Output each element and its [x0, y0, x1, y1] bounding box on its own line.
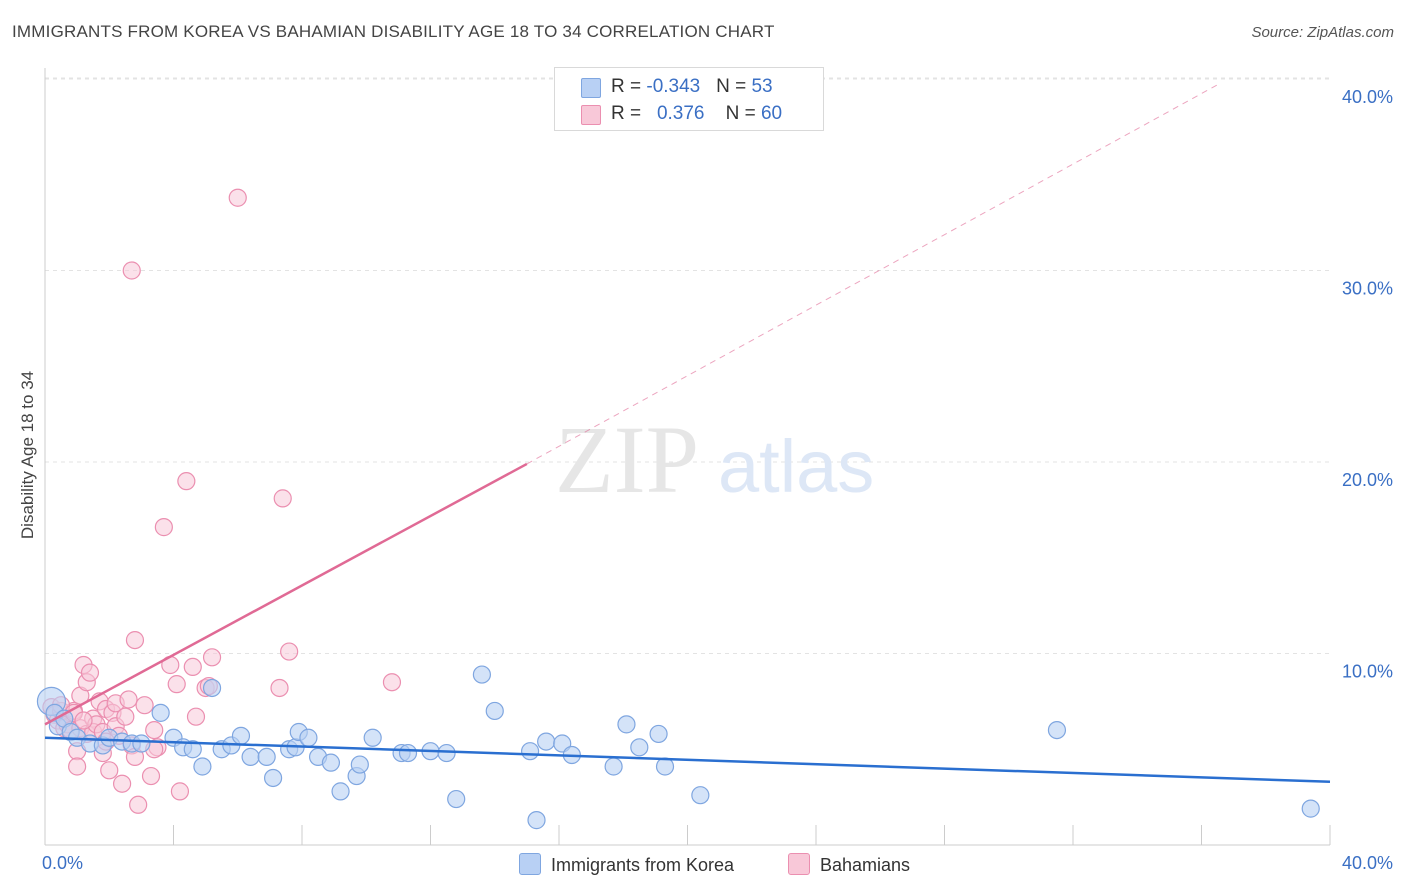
korea-point-29: [321, 753, 341, 772]
bahamas-point-47: [186, 707, 206, 726]
korea-point-22: [257, 747, 276, 767]
bahamas-point-52: [270, 678, 289, 698]
chart-title: IMMIGRANTS FROM KOREA VS BAHAMIAN DISABI…: [12, 22, 775, 41]
bahamas-point-9: [68, 757, 87, 776]
korea-point-38: [447, 789, 466, 809]
bahamas-point-55: [382, 673, 402, 692]
korea-point-41: [520, 742, 540, 761]
watermark: ZIP atlas: [555, 406, 874, 513]
bahamas-point-32: [125, 630, 145, 650]
korea-point-30: [331, 782, 350, 801]
korea-point-40: [485, 701, 504, 721]
bahamas-points: [42, 188, 402, 814]
korea-r-label: R =: [611, 76, 647, 97]
tick-labels: 10.0% 20.0% 30.0% 40.0% 0.0% 40.0%: [42, 87, 1393, 873]
bahamas-trend-line: [44, 462, 528, 726]
bahamas-legend-swatch: [788, 853, 810, 875]
korea-point-33: [363, 728, 382, 747]
korea-swatch: [581, 78, 601, 98]
bahamas-point-51: [228, 188, 247, 207]
korea-point-39: [472, 665, 491, 684]
bahamas-point-41: [154, 518, 173, 537]
bahamas-point-23: [100, 761, 119, 780]
korea-point-43: [537, 732, 556, 751]
korea-point-27: [299, 728, 318, 747]
korea-point-49: [649, 724, 668, 744]
y-tick-label-10: 10.0%: [1342, 662, 1393, 682]
bahamas-point-35: [135, 696, 154, 715]
bahamas-point-28: [112, 774, 132, 793]
x-tick-label-max: 40.0%: [1342, 853, 1393, 873]
korea-point-35: [398, 743, 418, 763]
axes: [44, 68, 1331, 846]
source-label: Source: ZipAtlas.com: [1251, 24, 1394, 41]
korea-point-53: [1301, 799, 1320, 818]
x-tick-label-min: 0.0%: [42, 853, 83, 873]
trend-lines: [44, 84, 1331, 784]
bahamas-point-54: [280, 642, 299, 661]
watermark-zip: ZIP: [555, 406, 699, 513]
bahamas-point-59: [74, 711, 93, 730]
bahamas-point-46: [183, 657, 202, 677]
bahamas-legend-label: Bahamians: [820, 855, 911, 875]
korea-point-11: [132, 734, 151, 753]
korea-point-17: [202, 678, 222, 698]
legend-item-korea[interactable]: Immigrants from Korea: [519, 853, 734, 876]
korea-point-51: [691, 786, 710, 805]
korea-point-16: [193, 757, 212, 776]
korea-point-50: [655, 757, 675, 776]
bahamas-point-39: [122, 261, 141, 280]
korea-point-21: [241, 747, 260, 767]
korea-legend-label: Immigrants from Korea: [551, 855, 735, 875]
stats-legend: R = -0.343 N = 53 R = 0.376 N = 60: [554, 67, 824, 131]
korea-point-46: [604, 757, 623, 776]
bahamas-point-34: [129, 795, 148, 814]
bahamas-n-value: 60: [760, 103, 783, 124]
bahamas-swatch: [581, 105, 601, 125]
korea-trend-line: [44, 736, 1331, 784]
korea-point-23: [263, 768, 283, 788]
korea-point-37: [437, 743, 456, 763]
bahamas-point-53: [273, 489, 292, 508]
bahamas-point-45: [177, 472, 196, 491]
bahamas-n-label: N =: [725, 103, 761, 124]
bahamas-point-50: [202, 648, 222, 667]
bahamas-r-value: 0.376: [656, 103, 705, 124]
korea-points: [36, 665, 1320, 830]
korea-n-value: 53: [751, 76, 773, 97]
korea-point-15: [183, 740, 202, 759]
y-tick-label-40: 40.0%: [1342, 87, 1393, 107]
grid-lines: [45, 77, 1330, 654]
bahamas-point-29: [116, 707, 135, 726]
bahamas-point-43: [167, 675, 186, 694]
korea-point-12: [151, 703, 170, 722]
bahamas-point-44: [170, 782, 190, 801]
bahamas-r-label: R =: [611, 103, 647, 124]
korea-legend-swatch: [519, 853, 541, 875]
y-tick-label-20: 20.0%: [1342, 470, 1393, 490]
korea-point-47: [617, 715, 636, 734]
korea-point-52: [1047, 720, 1067, 740]
bahamas-point-30: [119, 690, 138, 709]
korea-point-20: [231, 726, 251, 745]
legend-item-bahamas[interactable]: Bahamians: [788, 853, 910, 876]
bahamas-point-37: [145, 720, 164, 740]
korea-r-value: -0.343: [646, 76, 701, 97]
korea-point-32: [350, 755, 369, 774]
watermark-atlas: atlas: [718, 425, 874, 508]
korea-point-42: [527, 811, 546, 830]
y-tick-label-30: 30.0%: [1342, 279, 1393, 299]
bahamas-point-36: [141, 766, 161, 786]
korea-n-label: N =: [716, 76, 752, 97]
bahamas-point-15: [80, 663, 100, 682]
korea-point-48: [630, 738, 649, 757]
